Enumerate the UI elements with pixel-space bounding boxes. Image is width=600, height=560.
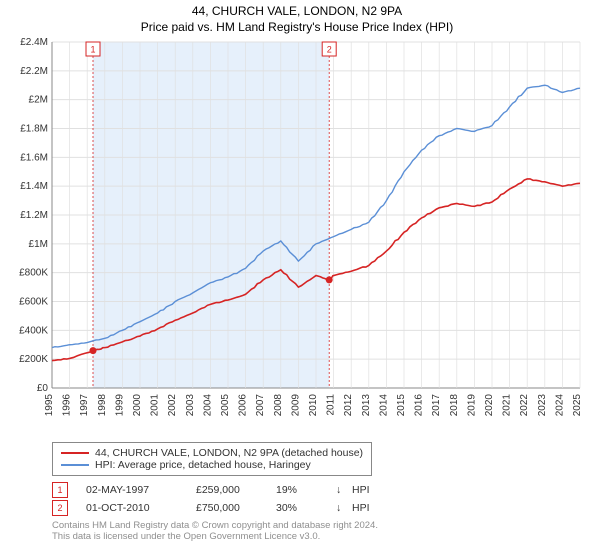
- x-tick-label: 2005: [220, 394, 231, 417]
- sales-table: 1 02-MAY-1997£259,00019%↓HPI 2 01-OCT-2010£…: [52, 482, 590, 516]
- sale-marker: [326, 276, 333, 283]
- sale-delta: 30%: [276, 502, 336, 514]
- x-tick-label: 2008: [273, 394, 284, 417]
- x-tick-label: 2004: [202, 394, 213, 417]
- y-tick-label: £0: [37, 383, 49, 394]
- legend-item: 44, CHURCH VALE, LONDON, N2 9PA (detache…: [61, 447, 363, 459]
- x-tick-label: 2015: [396, 394, 407, 417]
- x-tick-label: 2013: [361, 394, 372, 417]
- x-tick-label: 2012: [343, 394, 354, 417]
- y-tick-label: £2.2M: [20, 66, 48, 77]
- x-tick-label: 1999: [114, 394, 125, 417]
- hpi-chart-container: { "title": "44, CHURCH VALE, LONDON, N2 …: [0, 0, 600, 560]
- y-tick-label: £1.4M: [20, 181, 48, 192]
- chart-title: 44, CHURCH VALE, LONDON, N2 9PA: [4, 4, 590, 18]
- legend-swatch: [61, 452, 89, 454]
- y-tick-label: £2.4M: [20, 37, 48, 48]
- sale-row: 2 01-OCT-2010£750,00030%↓HPI: [52, 500, 590, 516]
- y-tick-label: £800K: [19, 268, 48, 279]
- x-tick-label: 2020: [484, 394, 495, 417]
- x-tick-label: 1998: [97, 394, 108, 417]
- y-tick-label: £200K: [19, 354, 48, 365]
- sale-date: 01-OCT-2010: [86, 502, 196, 514]
- sale-date: 02-MAY-1997: [86, 484, 196, 496]
- y-tick-label: £600K: [19, 297, 48, 308]
- y-tick-label: £1.8M: [20, 124, 48, 135]
- x-tick-label: 2011: [326, 394, 337, 416]
- sale-marker-badge: 2: [52, 500, 68, 516]
- legend-swatch: [61, 464, 89, 466]
- marker-flag-label: 1: [91, 45, 96, 55]
- x-tick-label: 2017: [431, 394, 442, 417]
- down-arrow-icon: ↓: [336, 484, 352, 496]
- x-tick-label: 1995: [44, 394, 55, 417]
- x-tick-label: 2016: [414, 394, 425, 417]
- sale-price: £750,000: [196, 502, 276, 514]
- down-arrow-icon: ↓: [336, 502, 352, 514]
- plot-area: £0 £200K £400K £600K £800K £1M £1.2M £1.4M £1.6M…: [4, 36, 590, 436]
- x-tick-label: 2006: [238, 394, 249, 417]
- legend-label: HPI: Average price, detached house, Hari…: [95, 459, 311, 471]
- x-tick-label: 2000: [132, 394, 143, 417]
- legend: 44, CHURCH VALE, LONDON, N2 9PA (detache…: [52, 442, 372, 476]
- y-tick-label: £1.6M: [20, 152, 48, 163]
- sale-price: £259,000: [196, 484, 276, 496]
- x-tick-label: 2021: [502, 394, 513, 417]
- x-tick-label: 2009: [290, 394, 301, 417]
- footnotes: Contains HM Land Registry data © Crown c…: [52, 520, 590, 542]
- chart-svg: £0 £200K £400K £600K £800K £1M £1.2M £1.4M £1.6M…: [4, 36, 590, 436]
- sale-marker-badge: 1: [52, 482, 68, 498]
- x-tick-label: 2002: [167, 394, 178, 417]
- x-tick-label: 2023: [537, 394, 548, 417]
- x-tick-label: 1996: [62, 394, 73, 417]
- legend-item: HPI: Average price, detached house, Hari…: [61, 459, 363, 471]
- legend-label: 44, CHURCH VALE, LONDON, N2 9PA (detache…: [95, 447, 363, 459]
- x-tick-label: 2003: [185, 394, 196, 417]
- marker-flag-label: 2: [327, 45, 332, 55]
- x-tick-label: 2022: [519, 394, 530, 417]
- sale-compare-label: HPI: [352, 484, 370, 496]
- y-tick-label: £1.2M: [20, 210, 48, 221]
- chart-subtitle: Price paid vs. HM Land Registry's House …: [4, 20, 590, 34]
- y-tick-label: £2M: [29, 95, 48, 106]
- sale-row: 1 02-MAY-1997£259,00019%↓HPI: [52, 482, 590, 498]
- y-tick-label: £400K: [19, 325, 48, 336]
- x-tick-label: 2007: [255, 394, 266, 417]
- footnote-line: This data is licensed under the Open Gov…: [52, 531, 590, 542]
- x-tick-label: 2024: [554, 394, 565, 417]
- sale-marker: [90, 347, 97, 354]
- x-tick-label: 1997: [79, 394, 90, 417]
- footnote-line: Contains HM Land Registry data © Crown c…: [52, 520, 590, 531]
- x-tick-label: 2001: [150, 394, 161, 417]
- sale-compare-label: HPI: [352, 502, 370, 514]
- chart-titles: 44, CHURCH VALE, LONDON, N2 9PA Price pa…: [4, 4, 590, 34]
- x-tick-label: 2010: [308, 394, 319, 417]
- y-tick-label: £1M: [29, 239, 48, 250]
- x-tick-label: 2019: [466, 394, 477, 417]
- x-tick-label: 2025: [572, 394, 583, 417]
- x-tick-label: 2018: [449, 394, 460, 417]
- x-tick-label: 2014: [378, 394, 389, 417]
- sale-delta: 19%: [276, 484, 336, 496]
